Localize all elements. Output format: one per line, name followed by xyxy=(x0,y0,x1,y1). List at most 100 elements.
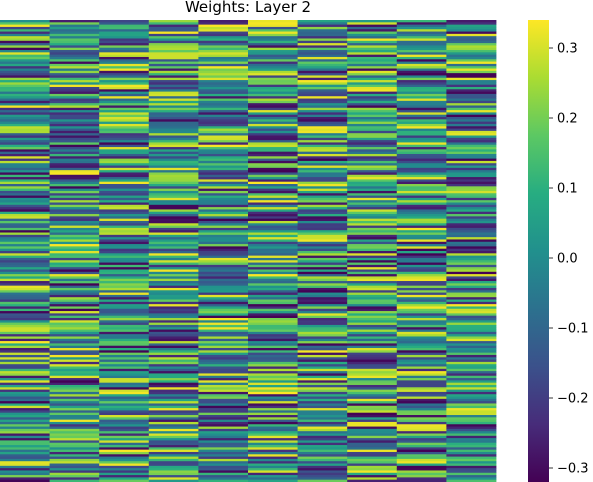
heatmap-cell xyxy=(99,350,150,354)
heatmap-cell xyxy=(0,428,50,432)
heatmap-cell xyxy=(297,156,348,159)
heatmap-cell xyxy=(396,320,447,324)
heatmap-cell xyxy=(347,193,398,196)
heatmap-cell xyxy=(248,128,298,132)
heatmap-cell xyxy=(99,398,150,402)
heatmap-cell xyxy=(148,207,199,210)
heatmap-cell xyxy=(248,262,298,266)
heatmap-cell xyxy=(396,350,447,354)
heatmap-cell xyxy=(297,283,348,287)
heatmap-cell xyxy=(148,214,199,217)
heatmap-cell xyxy=(297,352,348,356)
heatmap-cell xyxy=(49,225,100,229)
heatmap-cell xyxy=(396,93,447,97)
heatmap-cell xyxy=(347,140,398,143)
heatmap-cell xyxy=(248,193,298,196)
heatmap-cell xyxy=(446,378,497,381)
heatmap-cell xyxy=(198,225,249,229)
heatmap-cell xyxy=(198,24,249,28)
heatmap-cell xyxy=(248,350,298,354)
heatmap-cell xyxy=(248,248,298,252)
heatmap-cell xyxy=(347,200,398,203)
heatmap-cell xyxy=(297,158,348,162)
heatmap-cell xyxy=(248,33,298,37)
heatmap-cell xyxy=(347,26,398,30)
heatmap-cell xyxy=(446,412,497,416)
heatmap-cell xyxy=(248,415,298,418)
heatmap-cell xyxy=(0,82,50,86)
heatmap-cell xyxy=(297,31,348,35)
heatmap-cell xyxy=(248,276,298,280)
heatmap-cell xyxy=(396,22,447,26)
heatmap-cell xyxy=(148,135,199,139)
heatmap-cell xyxy=(0,338,50,342)
heatmap-cell xyxy=(396,415,447,418)
heatmap-cell xyxy=(148,153,199,157)
heatmap-cell xyxy=(198,133,249,136)
heatmap-cell xyxy=(446,410,497,414)
colorbar: 0.30.20.10.0−0.1−0.2−0.3 xyxy=(528,20,589,482)
heatmap-cell xyxy=(0,438,50,441)
heatmap-cell xyxy=(0,329,50,333)
heatmap-cell xyxy=(248,424,298,427)
heatmap-cell xyxy=(396,435,447,439)
heatmap-cell xyxy=(0,200,50,203)
heatmap-cell xyxy=(396,123,447,127)
heatmap-cell xyxy=(49,389,100,393)
heatmap-cell xyxy=(297,91,348,95)
heatmap-cell xyxy=(198,181,249,185)
heatmap-cell xyxy=(0,103,50,106)
heatmap-cell xyxy=(99,419,150,423)
heatmap-cell xyxy=(248,447,298,451)
heatmap-cell xyxy=(347,204,398,208)
heatmap-cell xyxy=(148,84,199,88)
heatmap-cell xyxy=(99,105,150,109)
heatmap-cell xyxy=(396,200,447,203)
colorbar-gradient xyxy=(528,20,549,482)
heatmap-cell xyxy=(347,391,398,395)
heatmap-cell xyxy=(198,50,249,53)
heatmap-cell xyxy=(446,456,497,460)
heatmap-cell xyxy=(99,216,150,220)
heatmap-cell xyxy=(49,454,100,457)
heatmap-cell xyxy=(198,207,249,210)
heatmap-cell xyxy=(396,304,447,307)
heatmap-cell xyxy=(0,336,50,340)
heatmap-cell xyxy=(297,336,348,340)
heatmap-cell xyxy=(396,384,447,388)
heatmap-cell xyxy=(446,391,497,395)
heatmap-cell xyxy=(347,209,398,213)
heatmap-cell xyxy=(0,177,50,180)
heatmap-cell xyxy=(99,315,150,319)
heatmap-cell xyxy=(347,380,398,384)
heatmap-cell xyxy=(148,33,199,37)
heatmap-cell xyxy=(248,181,298,185)
heatmap-cell xyxy=(49,147,100,150)
heatmap-cell xyxy=(297,299,348,303)
heatmap-cell xyxy=(297,26,348,30)
heatmap-cell xyxy=(49,246,100,250)
heatmap-cell xyxy=(198,123,249,127)
heatmap-cell xyxy=(198,107,249,111)
heatmap-cell xyxy=(248,24,298,28)
heatmap-cell xyxy=(396,380,447,384)
heatmap-cell xyxy=(148,456,199,460)
heatmap-cell xyxy=(99,359,150,363)
heatmap-cell xyxy=(198,361,249,365)
heatmap-cell xyxy=(297,317,348,321)
heatmap-cell xyxy=(0,61,50,65)
heatmap-cell xyxy=(49,419,100,423)
heatmap-cell xyxy=(396,70,447,74)
heatmap-cell xyxy=(99,378,150,381)
heatmap-cell xyxy=(99,186,150,190)
heatmap-cell xyxy=(99,408,150,411)
heatmap-cell xyxy=(49,105,100,109)
heatmap-cell xyxy=(297,45,348,49)
heatmap-cell xyxy=(297,456,348,460)
heatmap-cell xyxy=(99,440,150,444)
heatmap-cell xyxy=(99,77,150,81)
heatmap-cell xyxy=(148,197,199,201)
heatmap-cell xyxy=(99,225,150,229)
heatmap-cell xyxy=(347,396,398,400)
heatmap-cell xyxy=(99,82,150,86)
